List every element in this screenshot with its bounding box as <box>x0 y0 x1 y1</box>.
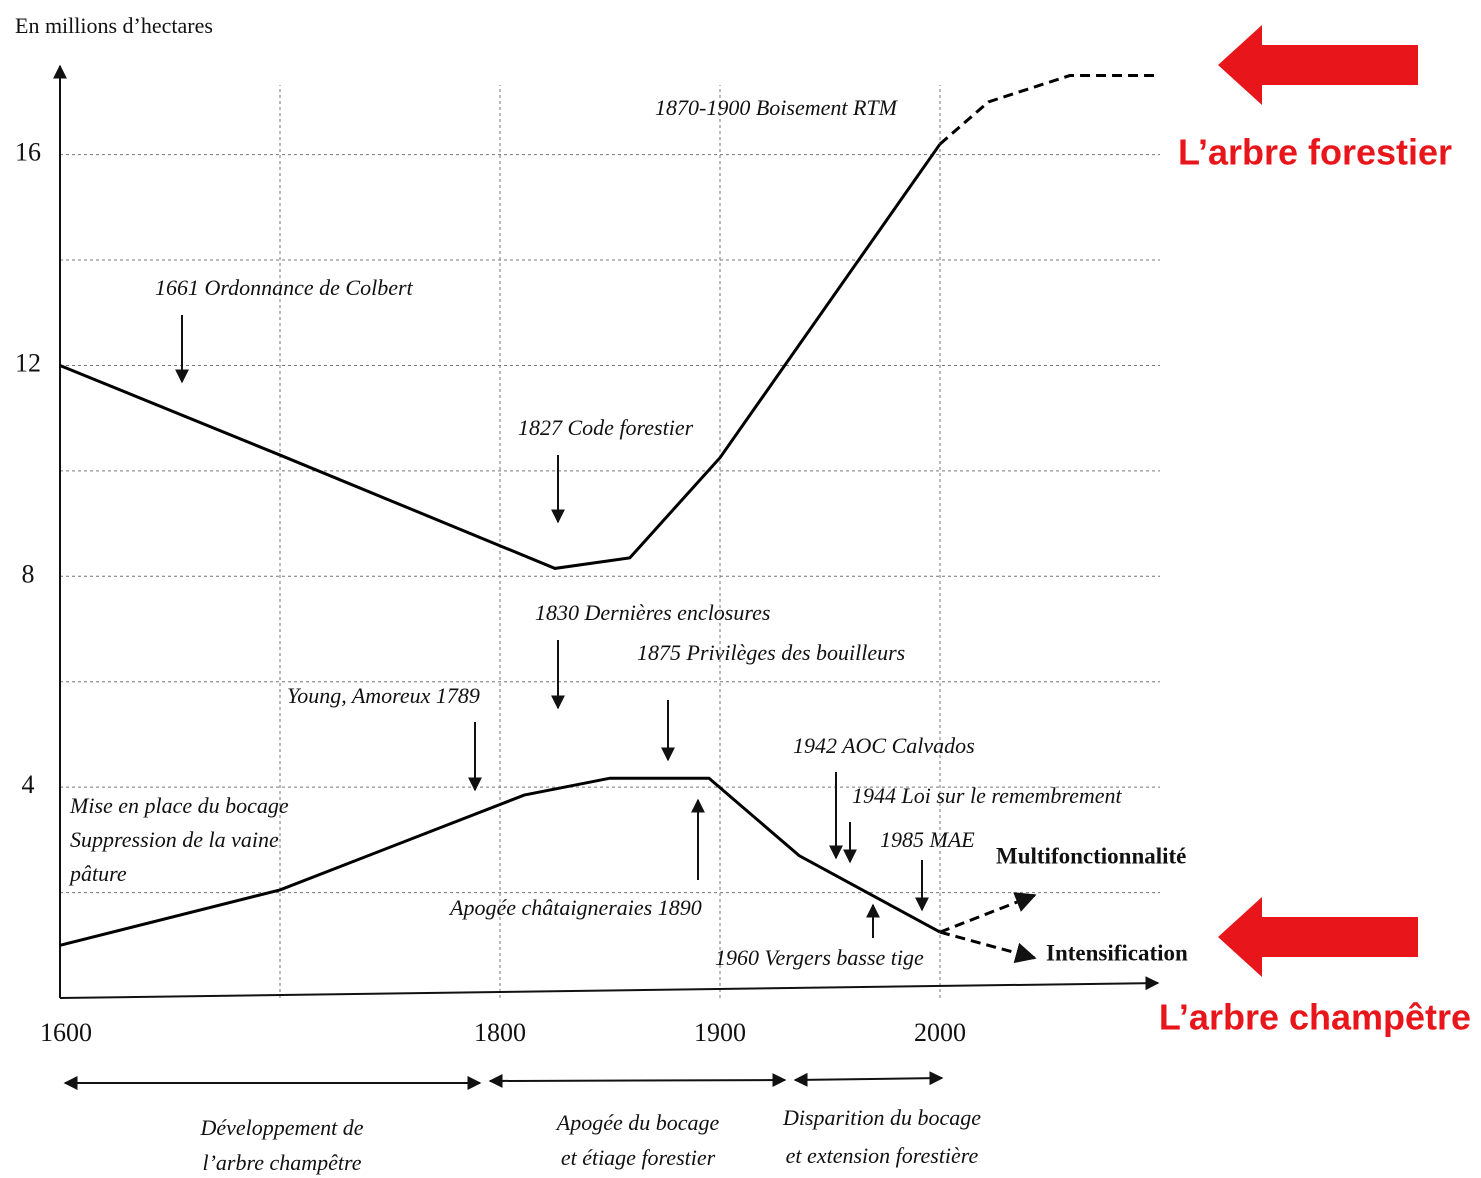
series-label: Intensification <box>1046 940 1188 965</box>
annotation: Young, Amoreux 1789 <box>287 683 480 708</box>
series-line <box>939 74 1160 146</box>
annotation: 1661 Ordonnance de Colbert <box>155 275 414 300</box>
y-axis-label: En millions d’hectares <box>15 13 213 38</box>
series-label: Multifonctionnalité <box>996 843 1186 868</box>
annotation: 1942 AOC Calvados <box>793 733 975 758</box>
period-label: et étiage forestier <box>561 1145 716 1170</box>
period-arrow <box>488 1073 787 1088</box>
red-arrow <box>1218 897 1418 977</box>
y-tick-label: 8 <box>22 559 35 588</box>
x-tick-label: 1600 <box>40 1018 92 1047</box>
period-arrow <box>793 1071 944 1087</box>
period-label: Apogée du bocage <box>555 1110 720 1135</box>
annotation: 1985 MAE <box>880 827 975 852</box>
x-tick-label: 1900 <box>694 1018 746 1047</box>
x-tick-label: 2000 <box>914 1018 966 1047</box>
annotation: Apogée châtaigneraies 1890 <box>448 895 702 920</box>
annotation: 1875 Privilèges des bouilleurs <box>637 640 905 665</box>
grid <box>60 85 1160 998</box>
series-label: L’arbre champêtre <box>1159 997 1471 1038</box>
y-tick-label: 16 <box>15 138 41 167</box>
annotation: 1944 Loi sur le remembrement <box>852 783 1123 808</box>
series-label: L’arbre forestier <box>1178 132 1452 173</box>
y-tick-label: 4 <box>22 770 35 799</box>
annotation: 1960 Vergers basse tige <box>715 945 924 970</box>
annotation: Suppression de la vaine <box>70 827 279 852</box>
x-axis <box>59 976 1160 999</box>
period-label: et extension forestière <box>786 1143 979 1168</box>
period-label: Développement de <box>199 1115 363 1140</box>
annotation: pâture <box>68 861 127 886</box>
annotation: 1870-1900 Boisement RTM <box>655 95 899 120</box>
series-line <box>59 776 941 947</box>
series-line <box>939 930 1037 964</box>
period-label: Disparition du bocage <box>782 1105 981 1130</box>
annotation: Mise en place du bocage <box>69 793 289 818</box>
x-tick-label: 1800 <box>474 1018 526 1047</box>
series-line <box>939 892 1037 934</box>
red-arrow <box>1218 25 1418 105</box>
y-tick-label: 12 <box>15 348 41 377</box>
annotation: 1830 Dernières enclosures <box>535 600 770 625</box>
series-line <box>59 143 942 570</box>
period-label: l’arbre champêtre <box>202 1150 361 1175</box>
annotation: 1827 Code forestier <box>518 415 694 440</box>
